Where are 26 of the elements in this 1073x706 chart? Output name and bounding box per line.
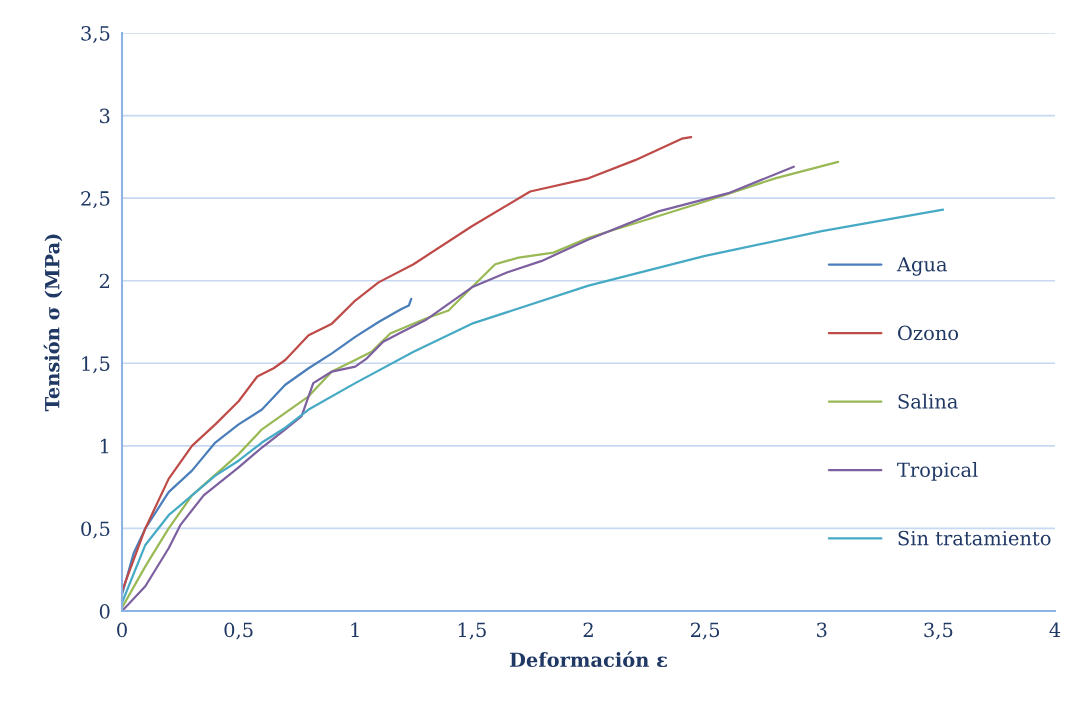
y-tick-label: 3,5	[81, 25, 110, 44]
x-tick-label: 1,5	[458, 622, 486, 640]
x-tick-label: 0	[117, 622, 127, 638]
y-tick-label: 3	[100, 108, 110, 124]
x-tick-label: 0,5	[224, 622, 253, 640]
x-tick-label: 3	[817, 622, 827, 638]
x-tick-label: 1	[351, 622, 359, 637]
legend-label: Agua	[896, 257, 947, 276]
y-axis-title: Tensión σ (MPa)	[43, 234, 63, 412]
legend-label: Salina	[898, 393, 958, 409]
y-tick-label: 1,5	[82, 356, 110, 374]
legend-label: Sin tratamiento	[898, 530, 1051, 546]
x-axis-title: Deformación ε	[509, 651, 667, 668]
y-tick-label: 0	[99, 603, 110, 619]
y-tick-label: 2,5	[81, 191, 110, 209]
legend-label: Ozono	[898, 325, 959, 341]
y-tick-label: 1	[100, 438, 109, 454]
x-tick-label: 4	[1049, 622, 1061, 637]
y-tick-label: 0,5	[81, 521, 110, 539]
line-series	[122, 297, 413, 596]
x-tick-label: 3,5	[924, 622, 953, 640]
y-tick-label: 2	[99, 273, 109, 289]
line-series	[122, 135, 693, 593]
x-tick-label: 2,5	[690, 622, 720, 640]
x-tick-label: 2	[583, 622, 593, 637]
legend-label: Tropical	[897, 462, 978, 481]
